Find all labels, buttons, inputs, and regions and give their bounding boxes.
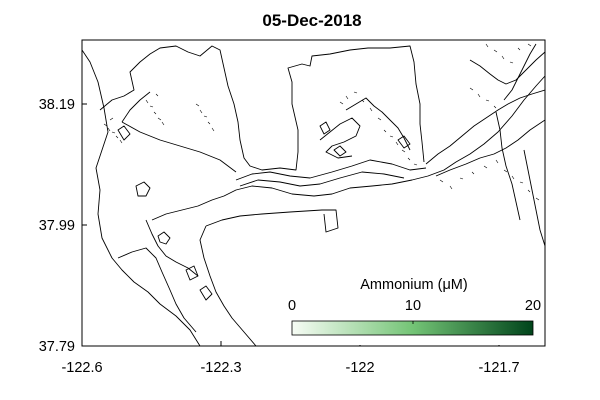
colorbar-tick-label: 10 (405, 298, 421, 314)
x-tick-label: -121.7 (478, 360, 519, 376)
colorbar: Ammonium (μM) 0 10 20 (276, 266, 544, 345)
map-title: 05-Dec-2018 (262, 11, 361, 30)
colorbar-gradient (291, 320, 534, 336)
colorbar-label: Ammonium (μM) (360, 277, 467, 293)
y-tick-label: 37.79 (39, 339, 75, 355)
x-tick-label: -122.3 (200, 360, 241, 376)
y-tick-label: 38.19 (39, 97, 75, 113)
coastline (82, 43, 545, 346)
x-tick-label: -122.6 (61, 360, 102, 376)
colorbar-tick-label: 0 (288, 298, 296, 314)
colorbar-tick-label: 20 (525, 298, 541, 314)
x-tick-label: -122 (345, 360, 374, 376)
marsh-detail (103, 43, 540, 201)
y-tick-label: 37.99 (39, 218, 75, 234)
